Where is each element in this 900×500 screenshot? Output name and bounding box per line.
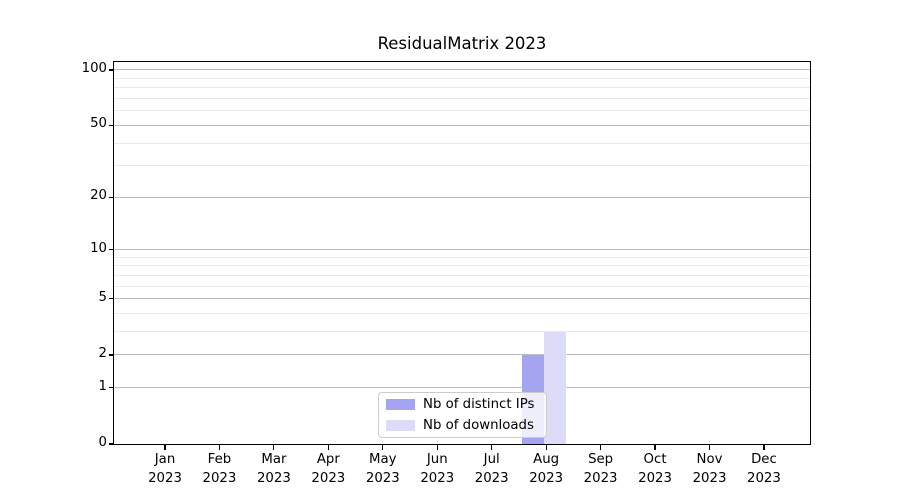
bar-nb-of-downloads: [544, 331, 567, 444]
x-tick-label: Dec 2023: [747, 452, 781, 486]
x-tick-label: Sep 2023: [583, 452, 618, 486]
minor-gridline: [114, 77, 810, 79]
x-tick-mark: [545, 445, 547, 450]
x-tick-label: May 2023: [365, 452, 400, 486]
x-tick-mark: [763, 445, 765, 450]
y-tick-label: 50: [90, 116, 107, 132]
minor-gridline: [114, 142, 810, 144]
y-tick-mark: [109, 124, 114, 126]
x-tick-label: Mar 2023: [256, 452, 291, 486]
x-tick-label: Feb 2023: [202, 452, 237, 486]
y-tick-label: 20: [90, 188, 107, 204]
x-tick-mark: [164, 445, 166, 450]
y-tick-mark: [109, 249, 114, 251]
major-gridline: [114, 298, 810, 300]
x-tick-mark: [218, 445, 221, 450]
major-gridline: [114, 69, 810, 71]
x-tick-mark: [327, 445, 329, 450]
y-tick-label: 10: [90, 240, 107, 256]
x-tick-mark: [382, 445, 384, 450]
minor-gridline: [114, 87, 810, 89]
y-tick-mark: [109, 69, 114, 71]
x-tick-mark: [273, 445, 275, 450]
legend-swatch: [386, 420, 415, 431]
y-tick-label: 100: [81, 60, 107, 76]
minor-gridline: [114, 165, 810, 167]
minor-gridline: [114, 98, 810, 100]
x-tick-mark: [600, 445, 602, 450]
minor-gridline: [114, 256, 810, 258]
x-tick-label: Nov 2023: [692, 452, 727, 486]
minor-gridline: [114, 110, 810, 112]
y-tick-mark: [109, 298, 114, 300]
minor-gridline: [114, 274, 810, 276]
legend-label: Nb of downloads: [423, 418, 534, 433]
y-tick-mark: [109, 354, 114, 356]
chart-title: ResidualMatrix 2023: [377, 34, 547, 53]
legend: Nb of distinct IPs Nb of downloads: [378, 392, 547, 438]
x-tick-label: Aug 2023: [529, 452, 564, 486]
x-tick-label: Oct 2023: [638, 452, 672, 486]
x-tick-label: Jan 2023: [148, 452, 182, 486]
major-gridline: [114, 387, 810, 389]
major-gridline: [114, 354, 810, 356]
minor-gridline: [114, 265, 810, 267]
major-gridline: [114, 124, 810, 126]
y-tick-label: 2: [98, 345, 107, 361]
y-tick-label: 5: [98, 289, 107, 305]
minor-gridline: [114, 313, 810, 315]
y-tick-label: 0: [98, 435, 107, 450]
x-tick-mark: [708, 445, 711, 450]
x-tick-mark: [491, 445, 493, 450]
legend-label: Nb of distinct IPs: [423, 397, 535, 412]
x-tick-label: Apr 2023: [311, 452, 346, 486]
x-tick-mark: [436, 445, 438, 450]
y-tick-mark: [109, 443, 114, 445]
legend-entry: Nb of downloads: [386, 416, 546, 435]
minor-gridline: [114, 331, 810, 333]
major-gridline: [114, 196, 810, 198]
x-tick-mark: [654, 445, 656, 450]
major-gridline: [114, 249, 810, 251]
legend-entry: Nb of distinct IPs: [386, 395, 546, 414]
y-tick-mark: [109, 196, 114, 198]
y-tick-label: 1: [98, 378, 107, 394]
y-tick-mark: [109, 387, 114, 389]
minor-gridline: [114, 285, 810, 287]
legend-swatch: [386, 399, 415, 410]
plot-area: Nb of distinct IPs Nb of downloads: [112, 60, 812, 446]
x-tick-label: Jun 2023: [420, 452, 455, 486]
x-tick-label: Jul 2023: [474, 452, 509, 486]
